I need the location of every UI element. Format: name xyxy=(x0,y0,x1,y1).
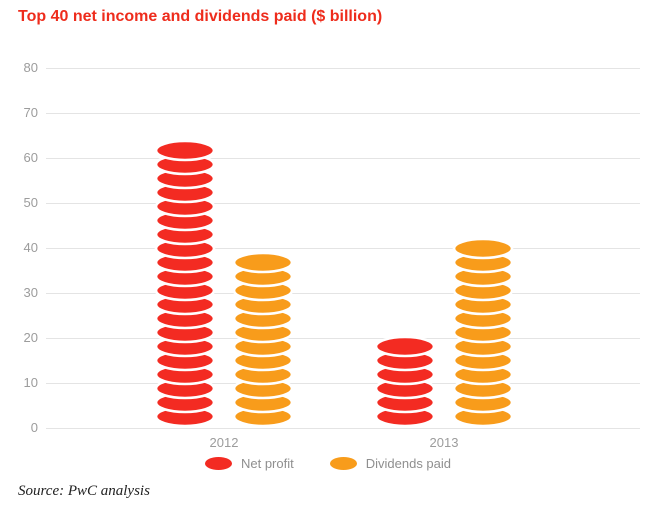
gridline-30 xyxy=(46,293,640,294)
legend-coin-icon xyxy=(204,457,232,470)
bar-dividends-paid-2013 xyxy=(452,237,514,428)
source-note: Source: PwC analysis xyxy=(18,483,150,499)
y-tick-label-70: 70 xyxy=(23,105,38,120)
legend-label: Net profit xyxy=(240,456,294,471)
y-tick-label-80: 80 xyxy=(23,60,38,75)
y-tick-label-60: 60 xyxy=(23,150,38,165)
gridline-80 xyxy=(46,68,640,69)
gridline-70 xyxy=(46,113,640,114)
y-tick-label-10: 10 xyxy=(23,375,38,390)
y-tick-label-50: 50 xyxy=(23,195,38,210)
legend: Net profit Dividends paid xyxy=(0,456,656,471)
gridline-50 xyxy=(46,203,640,204)
legend-coin-icon xyxy=(329,457,357,470)
y-tick-label-0: 0 xyxy=(30,420,38,435)
chart-title: Top 40 net income and dividends paid ($ … xyxy=(18,8,383,25)
gridline-10 xyxy=(46,383,640,384)
coin xyxy=(374,335,436,358)
legend-item-net-profit: Net profit xyxy=(204,456,294,471)
coin xyxy=(452,237,514,260)
gridline-20 xyxy=(46,338,640,339)
bar-net-profit-2013 xyxy=(374,335,436,428)
x-tick-label-2013: 2013 xyxy=(429,435,459,450)
y-tick-label-30: 30 xyxy=(23,285,38,300)
bar-dividends-paid-2012 xyxy=(232,251,294,428)
gridline-60 xyxy=(46,158,640,159)
legend-item-dividends-paid: Dividends paid xyxy=(329,456,452,471)
bar-net-profit-2012 xyxy=(154,139,216,428)
gridline-40 xyxy=(46,248,640,249)
coin xyxy=(232,251,294,274)
gridline-0 xyxy=(46,428,640,429)
y-tick-label-40: 40 xyxy=(23,240,38,255)
coin xyxy=(154,139,216,162)
x-tick-label-2012: 2012 xyxy=(209,435,239,450)
legend-label: Dividends paid xyxy=(365,456,452,471)
y-tick-label-20: 20 xyxy=(23,330,38,345)
